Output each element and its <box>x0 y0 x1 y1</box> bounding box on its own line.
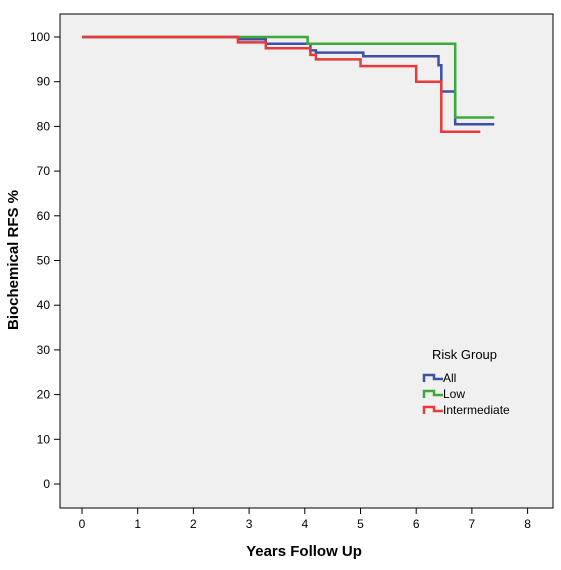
y-tick-label: 70 <box>37 164 51 178</box>
y-tick-label: 100 <box>30 30 50 44</box>
y-tick-label: 10 <box>37 432 51 446</box>
legend: Risk Group All Low Intermediate <box>422 347 510 417</box>
x-axis: 0 1 2 3 4 5 6 7 8 <box>79 508 531 531</box>
legend-swatch-all <box>422 373 443 382</box>
series-line-all <box>82 35 495 126</box>
series-line-low <box>82 35 495 119</box>
x-tick-label: 5 <box>357 517 364 531</box>
series-layer <box>82 35 495 134</box>
x-tick-label: 2 <box>190 517 197 531</box>
x-tick-label: 6 <box>413 517 420 531</box>
y-tick-label: 20 <box>37 388 51 402</box>
legend-label-low: Low <box>443 387 465 401</box>
x-tick-label: 8 <box>524 517 531 531</box>
y-tick-label: 0 <box>43 477 50 491</box>
y-axis: 0 10 20 30 40 50 60 70 80 90 100 <box>30 30 60 491</box>
y-tick-label: 60 <box>37 209 51 223</box>
legend-title: Risk Group <box>432 347 497 362</box>
x-tick-label: 7 <box>469 517 476 531</box>
x-tick-label: 4 <box>301 517 308 531</box>
legend-swatch-intermediate <box>422 405 443 414</box>
x-tick-label: 1 <box>134 517 141 531</box>
x-tick-label: 3 <box>246 517 253 531</box>
plot-area <box>59 13 554 509</box>
y-tick-label: 40 <box>37 298 51 312</box>
legend-swatch-low <box>422 389 443 398</box>
y-tick-label: 30 <box>37 343 51 357</box>
series-line-intermediate <box>82 35 481 134</box>
y-tick-label: 90 <box>37 75 51 89</box>
legend-label-all: All <box>443 371 456 385</box>
legend-label-intermediate: Intermediate <box>443 403 510 417</box>
y-tick-label: 50 <box>37 254 51 268</box>
y-axis-title: Biochemical RFS % <box>5 190 22 330</box>
x-axis-title: Years Follow Up <box>246 543 362 560</box>
x-tick-label: 0 <box>79 517 86 531</box>
y-tick-label: 80 <box>37 119 51 133</box>
